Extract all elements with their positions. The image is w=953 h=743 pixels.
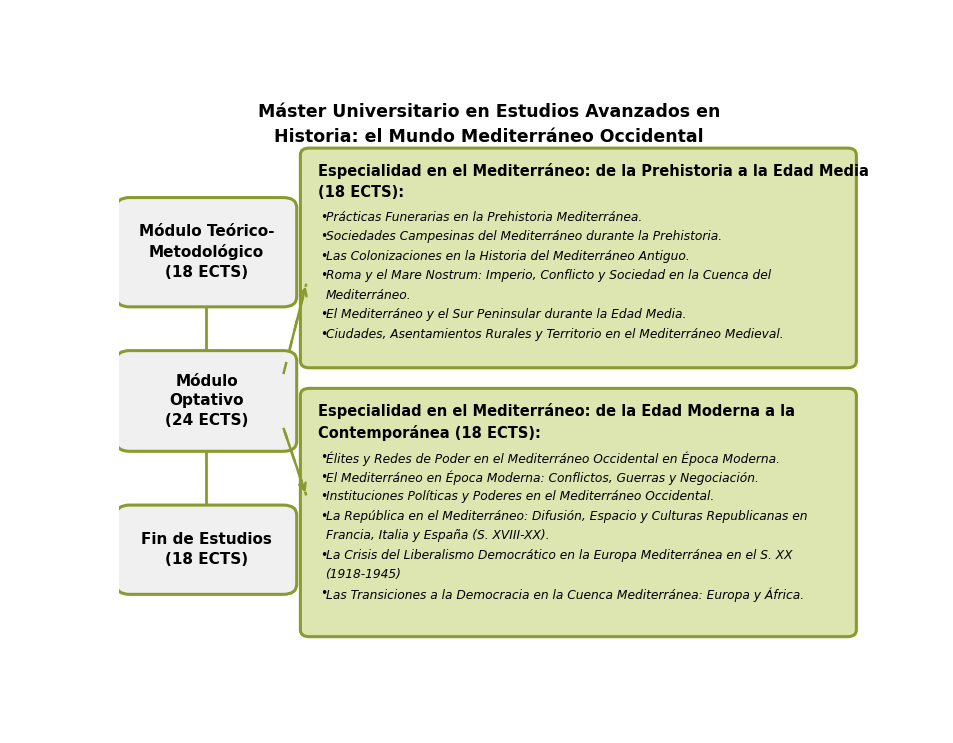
Text: (18 ECTS):: (18 ECTS): — [317, 185, 404, 200]
Text: •: • — [320, 211, 327, 224]
Text: •: • — [320, 588, 327, 600]
Text: Máster Universitario en Estudios Avanzados en
Historia: el Mundo Mediterráneo Oc: Máster Universitario en Estudios Avanzad… — [257, 103, 720, 172]
Text: Ciudades, Asentamientos Rurales y Territorio en el Mediterráneo Medieval.: Ciudades, Asentamientos Rurales y Territ… — [325, 328, 782, 341]
Text: Élites y Redes de Poder en el Mediterráneo Occidental en Época Moderna.: Élites y Redes de Poder en el Mediterrán… — [325, 451, 779, 466]
Text: •: • — [320, 270, 327, 282]
Text: La República en el Mediterráneo: Difusión, Espacio y Culturas Republicanas en: La República en el Mediterráneo: Difusió… — [325, 510, 806, 522]
Text: Módulo
Optativo
(24 ECTS): Módulo Optativo (24 ECTS) — [165, 374, 248, 428]
Text: •: • — [320, 471, 327, 484]
Text: Especialidad en el Mediterráneo: de la Edad Moderna a la: Especialidad en el Mediterráneo: de la E… — [317, 403, 794, 419]
FancyBboxPatch shape — [116, 351, 296, 451]
Text: •: • — [320, 510, 327, 522]
FancyBboxPatch shape — [116, 198, 296, 307]
Text: Roma y el Mare Nostrum: Imperio, Conflicto y Sociedad en la Cuenca del: Roma y el Mare Nostrum: Imperio, Conflic… — [325, 270, 770, 282]
Text: Sociedades Campesinas del Mediterráneo durante la Prehistoria.: Sociedades Campesinas del Mediterráneo d… — [325, 230, 720, 244]
Text: Especialidad en el Mediterráneo: de la Prehistoria a la Edad Media: Especialidad en el Mediterráneo: de la P… — [317, 163, 868, 179]
Text: Módulo Teórico-
Metodológico
(18 ECTS): Módulo Teórico- Metodológico (18 ECTS) — [138, 224, 274, 280]
Text: Instituciones Políticas y Poderes en el Mediterráneo Occidental.: Instituciones Políticas y Poderes en el … — [325, 490, 713, 503]
Text: •: • — [320, 451, 327, 464]
Text: Prácticas Funerarias en la Prehistoria Mediterránea.: Prácticas Funerarias en la Prehistoria M… — [325, 211, 641, 224]
Text: Contemporánea (18 ECTS):: Contemporánea (18 ECTS): — [317, 425, 540, 441]
Text: Francia, Italia y España (S. XVIII-XX).: Francia, Italia y España (S. XVIII-XX). — [325, 529, 549, 542]
Text: Las Colonizaciones en la Historia del Mediterráneo Antiguo.: Las Colonizaciones en la Historia del Me… — [325, 250, 689, 263]
Text: •: • — [320, 548, 327, 562]
Text: •: • — [320, 308, 327, 321]
Text: (1918-1945): (1918-1945) — [325, 568, 401, 581]
Text: •: • — [320, 490, 327, 503]
Text: •: • — [320, 328, 327, 341]
Text: Las Transiciones a la Democracia en la Cuenca Mediterránea: Europa y África.: Las Transiciones a la Democracia en la C… — [325, 588, 802, 602]
Text: •: • — [320, 250, 327, 263]
FancyBboxPatch shape — [116, 505, 296, 594]
Text: Mediterráneo.: Mediterráneo. — [325, 289, 411, 302]
Text: El Mediterráneo en Época Moderna: Conflictos, Guerras y Negociación.: El Mediterráneo en Época Moderna: Confli… — [325, 471, 758, 485]
FancyBboxPatch shape — [300, 389, 856, 637]
Text: Fin de Estudios
(18 ECTS): Fin de Estudios (18 ECTS) — [141, 532, 272, 567]
FancyBboxPatch shape — [300, 148, 856, 368]
Text: •: • — [320, 230, 327, 244]
Text: El Mediterráneo y el Sur Peninsular durante la Edad Media.: El Mediterráneo y el Sur Peninsular dura… — [325, 308, 685, 321]
Text: La Crisis del Liberalismo Democrático en la Europa Mediterránea en el S. XX: La Crisis del Liberalismo Democrático en… — [325, 548, 791, 562]
